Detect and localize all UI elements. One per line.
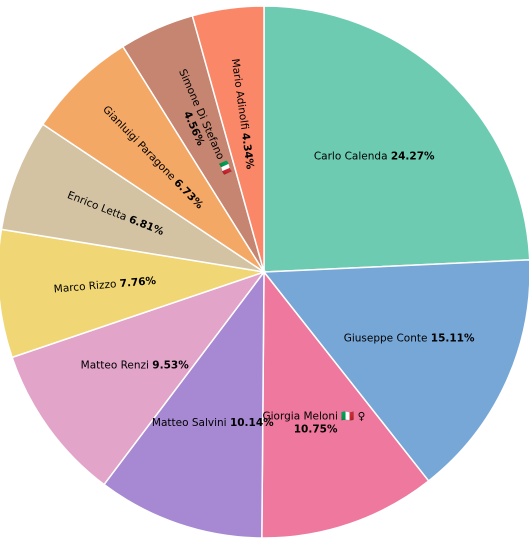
slice-percent-carlo-calenda: 24.27% xyxy=(391,151,435,163)
slice-name-carlo-calenda: Carlo Calenda xyxy=(314,151,391,163)
slice-percent-marco-rizzo: 7.76% xyxy=(119,275,157,290)
svg-text:Giorgia Meloni 🇮🇹 ♀ 10.75%: Giorgia Meloni 🇮🇹 ♀ 10.75% xyxy=(263,411,369,436)
svg-text:Giuseppe Conte 15.11%: Giuseppe Conte 15.11% xyxy=(344,332,475,344)
pie-label-matteo-salvini: Matteo Salvini 10.14% xyxy=(152,417,274,429)
slice-name-marco-rizzo: Marco Rizzo xyxy=(53,278,120,295)
pie-label-carlo-calenda: Carlo Calenda 24.27% xyxy=(314,151,435,163)
svg-text:Marco Rizzo 7.76%: Marco Rizzo 7.76% xyxy=(53,275,157,296)
svg-text:Carlo Calenda 24.27%: Carlo Calenda 24.27% xyxy=(314,151,435,163)
pie-slice-giuseppe-conte xyxy=(262,259,529,482)
slice-name-giorgia-meloni: Giorgia Meloni 🇮🇹 ♀ xyxy=(263,411,369,423)
slice-percent-matteo-salvini: 10.14% xyxy=(230,417,274,429)
pie-slice-gianluigi-paragone xyxy=(41,45,265,273)
slice-name-matteo-salvini: Matteo Salvini xyxy=(152,417,230,429)
pie-slice-enrico-letta xyxy=(0,123,265,273)
slice-percent-matteo-renzi: 9.53% xyxy=(152,360,189,372)
pie-slice-carlo-calenda xyxy=(263,5,529,273)
slice-percent-giorgia-meloni: 10.75% xyxy=(294,423,338,435)
pie-label-giorgia-meloni: Giorgia Meloni 🇮🇹 ♀ 10.75% xyxy=(263,411,369,436)
pie-label-marco-rizzo: Marco Rizzo 7.76% xyxy=(53,275,157,296)
pie-slice-matteo-renzi xyxy=(11,270,267,486)
pie-slice-mario-adinolfi xyxy=(191,5,265,273)
pie-slice-giorgia-meloni xyxy=(261,269,430,539)
pie-label-matteo-renzi: Matteo Renzi 9.53% xyxy=(81,360,190,372)
slice-name-giuseppe-conte: Giuseppe Conte xyxy=(344,332,431,344)
pie-slices xyxy=(0,5,529,539)
slice-name-matteo-renzi: Matteo Renzi xyxy=(81,360,153,372)
pie-label-giuseppe-conte: Giuseppe Conte 15.11% xyxy=(344,332,475,344)
pie-slice-matteo-salvini xyxy=(102,269,265,539)
slice-percent-mario-adinolfi: 4.34% xyxy=(239,132,256,170)
svg-text:Matteo Salvini 10.14%: Matteo Salvini 10.14% xyxy=(152,417,274,429)
slice-percent-giuseppe-conte: 15.11% xyxy=(431,332,475,344)
svg-text:Matteo Renzi 9.53%: Matteo Renzi 9.53% xyxy=(81,360,190,372)
